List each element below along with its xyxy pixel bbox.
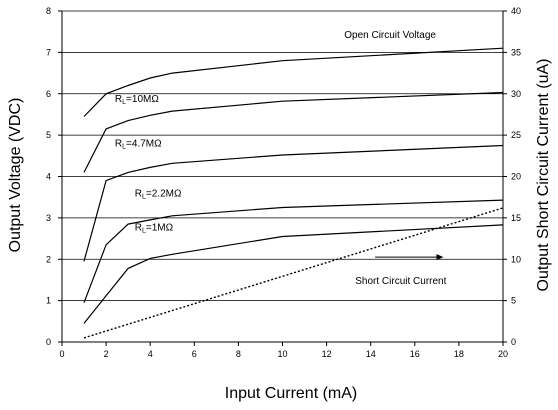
y2-tick-label-5: 25 <box>511 130 521 140</box>
tick-labels: 0 2 4 6 8 10 12 14 16 18 2001234567805101520253035… <box>46 6 521 359</box>
arrow-head <box>436 254 444 261</box>
y-tick-label-1: 1 <box>46 296 51 306</box>
y-tick-label-5: 5 <box>46 130 51 140</box>
y2-tick-label-4: 20 <box>511 172 521 182</box>
y2-tick-label-3: 15 <box>511 213 521 223</box>
y-tick-label-6: 6 <box>46 89 51 99</box>
y-tick-label-3: 3 <box>46 213 51 223</box>
series-line-1 <box>83 91 504 173</box>
x-tick-label-1: 2 <box>104 349 109 359</box>
y-tick-label-0: 0 <box>46 337 51 347</box>
x-tick-label-2: 4 <box>148 349 153 359</box>
x-tick-label-10: 20 <box>498 349 508 359</box>
x-tick-label-7: 14 <box>366 349 376 359</box>
series-label-5: Short Circuit Current <box>355 276 446 287</box>
y-tick-label-7: 7 <box>46 47 51 57</box>
x-tick-label-6: 12 <box>322 349 332 359</box>
series-line-2 <box>83 144 504 262</box>
x-tick-label-8: 16 <box>410 349 420 359</box>
x-tick-label-0: 0 <box>59 349 64 359</box>
series-line-5 <box>83 207 504 339</box>
x-tick-label-9: 18 <box>454 349 464 359</box>
y-tick-label-2: 2 <box>46 254 51 264</box>
series-label-4: RL=1MΩ <box>135 222 174 234</box>
y2-tick-label-2: 10 <box>511 254 521 264</box>
y2-tick-label-1: 5 <box>511 296 516 306</box>
series-line-3 <box>83 199 504 303</box>
y-axis-label: Output Voltage (VDC) <box>7 98 24 253</box>
grid-lines <box>62 10 503 343</box>
series-line-0 <box>83 47 504 117</box>
series-label-2: RL=4.7MΩ <box>115 139 162 151</box>
y-tick-label-8: 8 <box>46 6 51 16</box>
y2-tick-label-8: 40 <box>511 6 521 16</box>
x-tick-label-5: 10 <box>277 349 287 359</box>
series-label-3: RL=2.2MΩ <box>135 188 182 200</box>
y2-tick-label-7: 35 <box>511 47 521 57</box>
axes <box>58 10 507 346</box>
y2-tick-label-6: 30 <box>511 89 521 99</box>
x-axis-label: Input Current (mA) <box>225 385 357 402</box>
series-group <box>83 47 504 339</box>
x-tick-label-3: 6 <box>192 349 197 359</box>
x-tick-label-4: 8 <box>236 349 241 359</box>
y2-tick-label-0: 0 <box>511 337 516 347</box>
series-labels: Open Circuit Voltage RL=10MΩ RL=4.7MΩ RL=2.… <box>115 30 447 287</box>
series-label-1: RL=10MΩ <box>115 94 159 106</box>
y2-axis-label: Output Short Circuit Current (uA) <box>535 59 552 292</box>
y-tick-label-4: 4 <box>46 172 51 182</box>
series-line-4 <box>83 224 504 324</box>
series-label-0: Open Circuit Voltage <box>344 30 436 41</box>
